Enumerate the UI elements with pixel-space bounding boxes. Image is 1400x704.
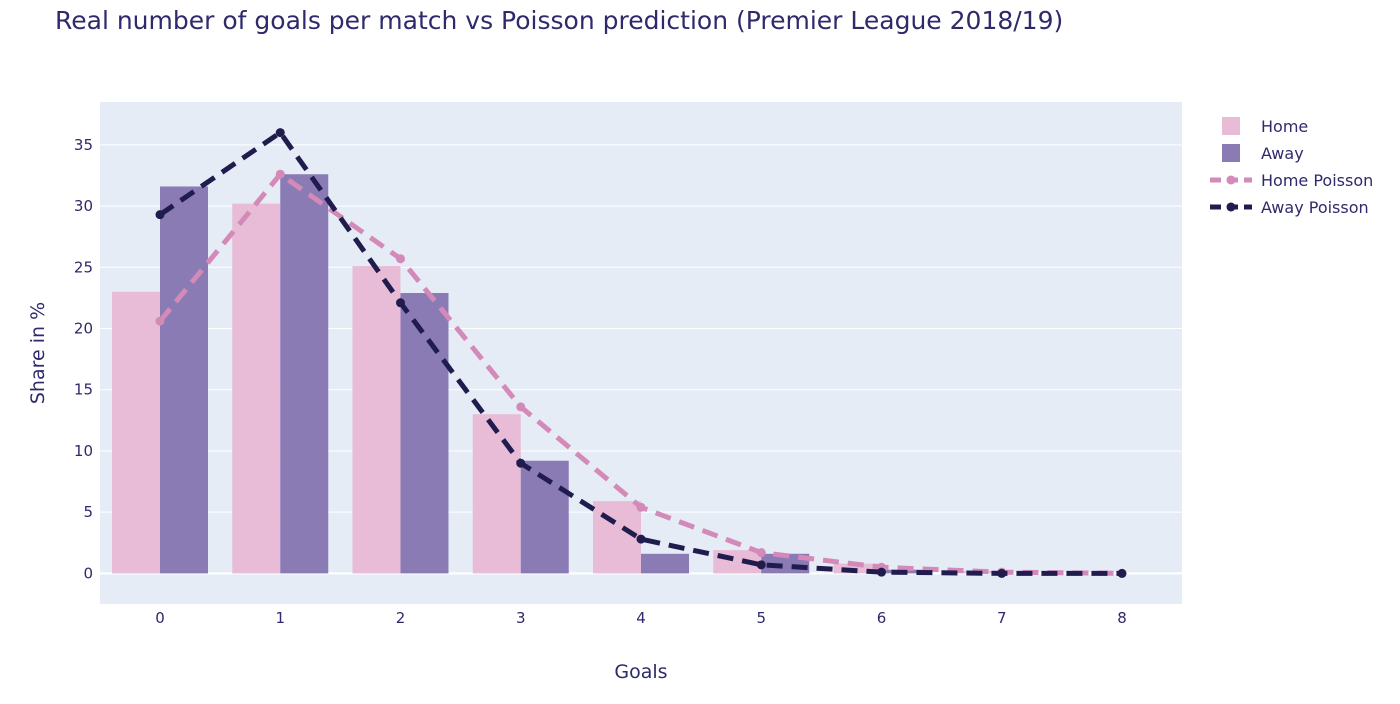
x-axis-title: Goals bbox=[614, 661, 667, 683]
y-tick-label: 30 bbox=[74, 197, 93, 215]
x-axis-ticks: 0 1 2 3 4 5 6 7 8 bbox=[155, 609, 1127, 627]
point-away-poisson-0 bbox=[155, 210, 165, 220]
bar-away-2 bbox=[400, 293, 449, 574]
x-tick-label: 5 bbox=[756, 609, 766, 627]
point-home-poisson-2 bbox=[396, 254, 405, 264]
point-away-poisson-2 bbox=[396, 298, 405, 308]
bar-home-4 bbox=[593, 501, 641, 574]
point-away-poisson-7 bbox=[997, 568, 1007, 578]
legend-swatch-away bbox=[1222, 144, 1240, 162]
line-series bbox=[155, 128, 1127, 578]
bar-away-0 bbox=[160, 186, 208, 574]
point-away-poisson-3 bbox=[516, 458, 526, 468]
legend-label: Away bbox=[1261, 144, 1304, 163]
y-axis-ticks: 0 5 10 15 20 25 30 35 bbox=[74, 136, 93, 583]
legend-label: Away Poisson bbox=[1261, 198, 1369, 217]
y-tick-label: 20 bbox=[74, 320, 93, 338]
point-away-poisson-4 bbox=[636, 534, 646, 544]
legend-marker bbox=[1226, 175, 1236, 185]
point-away-poisson-6 bbox=[877, 567, 886, 577]
y-axis-title: Share in % bbox=[27, 302, 49, 404]
x-tick-label: 1 bbox=[275, 609, 285, 627]
point-home-poisson-0 bbox=[155, 316, 165, 326]
point-away-poisson-1 bbox=[275, 128, 285, 138]
x-tick-label: 3 bbox=[516, 609, 526, 627]
bar-series bbox=[112, 174, 1002, 574]
point-away-poisson-8 bbox=[1117, 568, 1127, 578]
y-tick-label: 25 bbox=[74, 258, 93, 276]
x-tick-label: 6 bbox=[877, 609, 887, 627]
legend: Home Away Home Poisson Away Poisson bbox=[1210, 117, 1373, 217]
x-tick-label: 0 bbox=[155, 609, 165, 627]
bar-home-0 bbox=[112, 291, 160, 574]
legend-label: Home bbox=[1261, 117, 1308, 136]
point-home-poisson-5 bbox=[756, 548, 766, 558]
point-home-poisson-3 bbox=[516, 402, 526, 412]
x-tick-label: 8 bbox=[1117, 609, 1127, 627]
line-away-poisson bbox=[158, 130, 1122, 576]
y-tick-label: 15 bbox=[74, 381, 93, 399]
x-tick-label: 7 bbox=[997, 609, 1007, 627]
legend-swatch-home bbox=[1222, 117, 1240, 135]
chart-title: Real number of goals per match vs Poisso… bbox=[55, 6, 1064, 35]
bar-home-1 bbox=[232, 203, 281, 574]
point-home-poisson-4 bbox=[636, 502, 646, 512]
y-tick-label: 0 bbox=[83, 564, 93, 582]
bar-away-1 bbox=[280, 174, 329, 574]
point-away-poisson-5 bbox=[756, 560, 766, 570]
y-tick-label: 35 bbox=[74, 136, 93, 154]
x-tick-label: 4 bbox=[636, 609, 646, 627]
legend-marker bbox=[1226, 202, 1236, 212]
legend-label: Home Poisson bbox=[1261, 171, 1373, 190]
bar-away-4 bbox=[641, 553, 689, 574]
point-home-poisson-1 bbox=[275, 169, 285, 179]
x-tick-label: 2 bbox=[396, 609, 406, 627]
bar-home-3 bbox=[472, 414, 521, 574]
bar-home-2 bbox=[352, 266, 401, 574]
y-tick-label: 10 bbox=[74, 442, 93, 460]
y-tick-label: 5 bbox=[83, 503, 93, 521]
